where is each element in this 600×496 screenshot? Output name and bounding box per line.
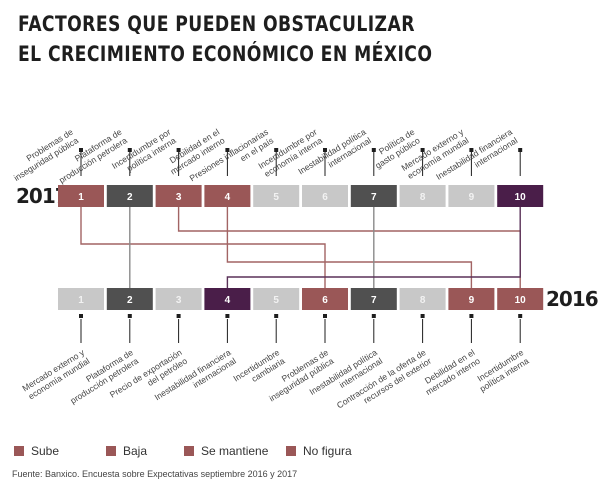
rank-number: 4 [225, 295, 231, 306]
leader-dot [176, 148, 181, 152]
rank-box [302, 288, 348, 310]
legend-swatch [286, 446, 296, 456]
source-note: Fuente: Banxico. Encuesta sobre Expectat… [12, 469, 298, 479]
rank-number: 2 [127, 192, 133, 203]
leader-dot [127, 148, 132, 152]
rank-box [302, 185, 348, 207]
rank-number: 2 [127, 295, 133, 306]
rank-box [399, 288, 446, 310]
leader-dot [323, 314, 327, 318]
rank-number: 1 [78, 295, 84, 306]
rank-box [155, 288, 202, 310]
rank-number: 7 [371, 192, 377, 203]
legend-item-sube: Sube [14, 444, 59, 458]
rank-number: 4 [225, 192, 231, 203]
factor-label: Debilidad en elmercado interno [163, 127, 226, 177]
rank-box [204, 185, 251, 207]
legend-swatch [106, 446, 116, 456]
rank-number: 3 [176, 295, 182, 306]
rank-box [253, 185, 300, 207]
rank-number: 3 [176, 192, 182, 203]
leader-dot [274, 314, 279, 318]
leader-dot [274, 148, 279, 152]
legend-swatch [184, 446, 194, 456]
leader-dot [518, 148, 523, 152]
connection-line [177, 207, 521, 288]
rank-number: 7 [371, 295, 377, 306]
factor-label: Incertidumbrepolítica interna [473, 347, 531, 394]
legend-item-baja: Baja [106, 444, 147, 458]
leader-dot [176, 314, 181, 318]
rank-box [58, 288, 104, 310]
legend-item-no-figura: No figura [286, 444, 352, 458]
title-line-2: EL CRECIMIENTO ECONÓMICO EN MÉXICO [18, 42, 433, 66]
leader-dot [79, 314, 83, 318]
rank-box [106, 185, 153, 207]
leader-dot [323, 148, 327, 152]
rank-number: 6 [322, 192, 328, 203]
rank-number: 5 [273, 295, 279, 306]
rank-number: 10 [515, 192, 527, 203]
leader-dot [420, 314, 425, 318]
rank-box [106, 288, 153, 310]
rank-number: 9 [469, 192, 475, 203]
legend-label: No figura [303, 444, 352, 458]
legend-label: Se mantiene [201, 444, 269, 458]
legend-item-se-mantiene: Se mantiene [184, 444, 268, 458]
factor-label: Debilidad en elmercado interno [418, 347, 481, 397]
leader-dot [469, 148, 474, 152]
rank-box [350, 185, 397, 207]
leader-dot [518, 314, 523, 318]
rank-box [155, 185, 202, 207]
leader-dot [371, 314, 376, 318]
leader-dot [225, 148, 230, 152]
factor-label: Incertidumbrecambiaria [231, 347, 286, 392]
connection-line [226, 207, 521, 288]
rank-number: 9 [469, 295, 475, 306]
year-label-2016: 2016 [546, 287, 598, 311]
rank-box [448, 288, 495, 310]
connection-line [80, 207, 326, 288]
rank-box [204, 288, 251, 310]
rank-box [253, 288, 300, 310]
title-line-1: FACTORES QUE PUEDEN OBSTACULIZAR [18, 12, 415, 36]
rank-box [350, 288, 397, 310]
rank-box [497, 288, 544, 310]
rank-number: 8 [420, 192, 426, 203]
legend-label: Baja [123, 444, 148, 458]
rank-number: 5 [273, 192, 279, 203]
rank-box [497, 185, 544, 207]
rank-number: 8 [420, 295, 426, 306]
leader-dot [127, 314, 132, 318]
leader-dot [79, 148, 83, 152]
rank-box [58, 185, 104, 207]
connection-line [226, 207, 473, 288]
legend-swatch [14, 446, 24, 456]
rank-box [399, 185, 446, 207]
leader-dot [225, 314, 230, 318]
rank-number: 1 [78, 192, 84, 203]
leader-dot [469, 314, 474, 318]
leader-dot [371, 148, 376, 152]
rank-number: 6 [322, 295, 328, 306]
leader-dot [420, 148, 425, 152]
legend-label: Sube [31, 444, 60, 458]
rank-box [448, 185, 495, 207]
rank-number: 10 [515, 295, 527, 306]
